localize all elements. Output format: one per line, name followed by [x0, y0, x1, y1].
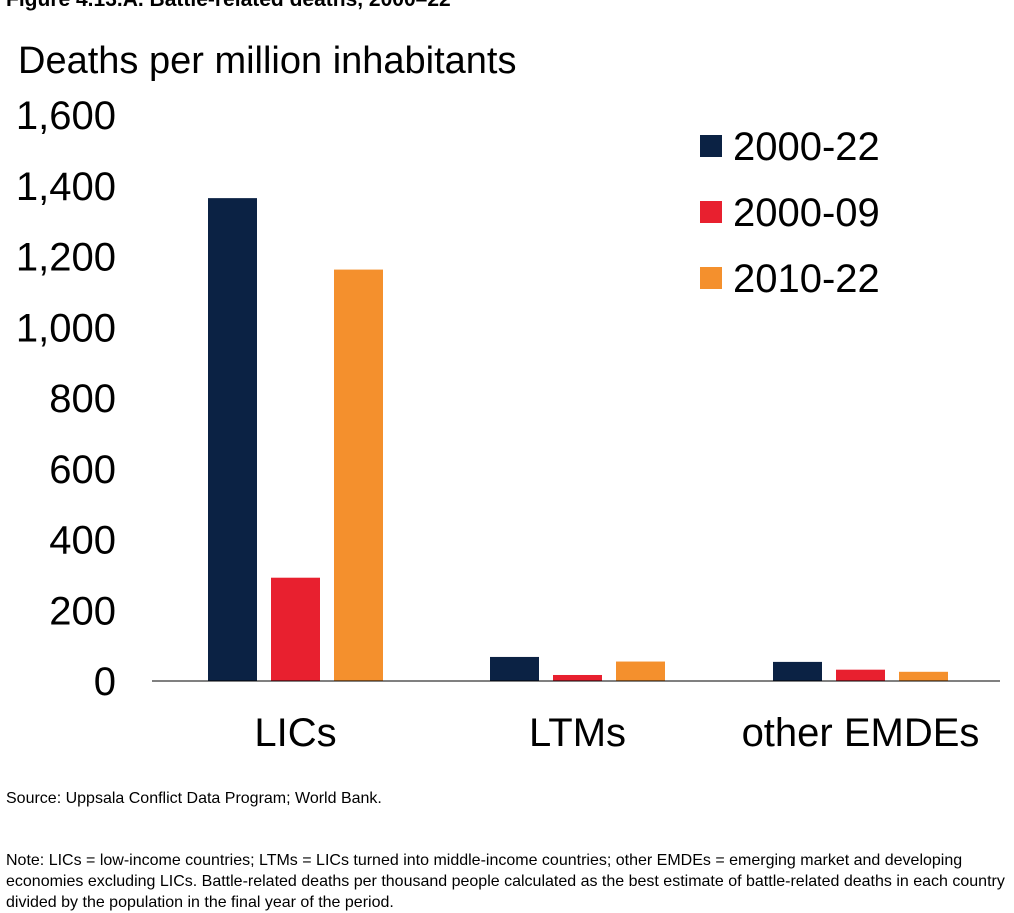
legend: 2000-22 2000-09 2010-22	[700, 125, 880, 301]
footnote: Note: LICs = low-income countries; LTMs …	[6, 852, 1005, 911]
y-tick-label: 1,000	[16, 306, 116, 350]
y-tick-label: 1,600	[16, 94, 116, 138]
y-tick-label: 600	[49, 448, 116, 492]
y-tick-label: 800	[49, 377, 116, 421]
y-tick-label: 200	[49, 589, 116, 633]
bar-other-emdes-2000-22	[773, 661, 822, 681]
y-tick-labels: 0 200 400 600 800 1,000 1,200 1,400 1,600	[16, 94, 116, 704]
bar-other-emdes-2010-22	[899, 671, 948, 681]
legend-label: 2010-22	[733, 257, 880, 301]
source-note: Source: Uppsala Conflict Data Program; W…	[6, 790, 382, 807]
x-tick-labels: LICs LTMs other EMDEs	[254, 711, 979, 755]
bar-ltms-2000-22	[490, 656, 539, 681]
bar-other-emdes-2000-09	[836, 669, 885, 681]
bar-chart: Deaths per million inhabitants 0 200 400 60…	[16, 40, 1000, 755]
legend-label: 2000-22	[733, 125, 880, 169]
y-tick-label: 1,200	[16, 236, 116, 280]
y-axis-label: Deaths per million inhabitants	[18, 40, 517, 82]
bar-ltms-2000-09	[553, 674, 602, 681]
y-tick-label: 1,400	[16, 165, 116, 209]
legend-swatch	[700, 267, 722, 289]
bar-ltms-2010-22	[616, 661, 665, 681]
bars	[208, 198, 948, 681]
x-tick-label: LTMs	[529, 711, 626, 755]
bar-lics-2000-09	[271, 577, 320, 681]
bar-lics-2010-22	[334, 269, 383, 681]
x-tick-label: other EMDEs	[742, 711, 980, 755]
legend-swatch	[700, 135, 722, 157]
y-tick-label: 0	[94, 660, 116, 704]
figure-title: Figure 4.13.A. Battle-related deaths, 20…	[6, 0, 451, 12]
bar-lics-2000-22	[208, 198, 257, 681]
y-tick-label: 400	[49, 519, 116, 563]
x-tick-label: LICs	[254, 711, 336, 755]
legend-swatch	[700, 201, 722, 223]
legend-label: 2000-09	[733, 191, 880, 235]
